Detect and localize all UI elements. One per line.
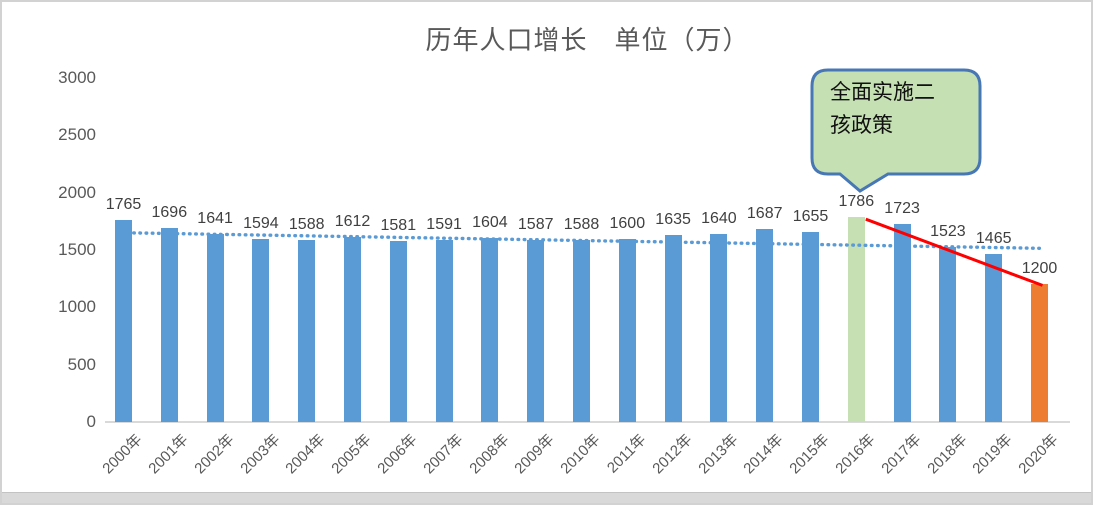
x-tick-2016: 2016年 xyxy=(832,431,879,478)
x-tick-2018: 2018年 xyxy=(923,431,971,478)
value-label-2020: 1200 xyxy=(1021,260,1058,278)
bar-2003 xyxy=(252,239,270,422)
bar-2000 xyxy=(115,219,132,422)
bar-2018 xyxy=(939,247,957,422)
x-tick-2014: 2014年 xyxy=(740,431,787,478)
x-tick-2019: 2019年 xyxy=(969,431,1016,478)
bar-2014 xyxy=(756,228,774,422)
value-label-2008: 1604 xyxy=(472,214,508,232)
bar-2001 xyxy=(160,227,178,422)
value-label-2000: 1765 xyxy=(105,195,142,213)
callout-text: 全面实施二 孩政策 xyxy=(830,76,980,142)
bar-2012 xyxy=(664,234,682,422)
bar-2015 xyxy=(802,232,819,422)
bar-2011 xyxy=(618,238,636,422)
bar-2013 xyxy=(710,233,728,422)
value-label-2017: 1723 xyxy=(884,200,920,218)
x-tick-2003: 2003年 xyxy=(236,431,284,478)
bar-2006 xyxy=(389,240,407,422)
x-tick-2006: 2006年 xyxy=(374,431,421,478)
y-tick-0: 0 xyxy=(86,412,96,431)
chart-title: 历年人口增长 单位（万） xyxy=(425,26,750,55)
bar-2016 xyxy=(847,217,865,422)
x-tick-2012: 2012年 xyxy=(649,431,696,478)
bar-2005 xyxy=(344,237,361,422)
y-tick-2000: 2000 xyxy=(58,182,96,202)
x-tick-2007: 2007年 xyxy=(420,431,467,478)
value-label-2007: 1591 xyxy=(426,215,462,233)
x-tick-2009: 2009年 xyxy=(511,431,558,478)
x-tick-2020: 2020年 xyxy=(1015,431,1062,478)
value-label-2016: 1786 xyxy=(838,193,875,211)
x-tick-2001: 2001年 xyxy=(145,431,192,478)
value-label-2015: 1655 xyxy=(792,208,829,226)
value-label-2005: 1612 xyxy=(334,213,371,231)
bottom-strip xyxy=(2,492,1091,503)
value-label-2011: 1600 xyxy=(609,214,646,232)
value-label-2009: 1587 xyxy=(517,216,554,234)
x-tick-2004: 2004年 xyxy=(282,431,329,478)
bar-2017 xyxy=(893,224,911,422)
bar-2020 xyxy=(1031,284,1048,422)
value-label-2014: 1687 xyxy=(746,204,783,222)
value-label-2010: 1588 xyxy=(563,215,600,233)
y-tick-500: 500 xyxy=(67,354,96,374)
bar-2009 xyxy=(527,240,545,422)
bar-2008 xyxy=(481,238,499,422)
y-tick-2500: 2500 xyxy=(58,125,96,145)
x-tick-2015: 2015年 xyxy=(786,431,833,478)
y-tick-1500: 1500 xyxy=(58,240,96,259)
bar-2002 xyxy=(206,233,224,422)
x-tick-2002: 2002年 xyxy=(191,431,238,478)
x-tick-2000: 2000年 xyxy=(99,431,146,478)
y-tick-1000: 1000 xyxy=(58,297,96,317)
value-label-2019: 1465 xyxy=(975,230,1012,247)
x-tick-2011: 2011年 xyxy=(604,431,650,477)
value-label-2003: 1594 xyxy=(243,215,279,233)
bar-2007 xyxy=(435,239,453,422)
x-tick-2005: 2005年 xyxy=(328,431,375,478)
callout-text-line2: 孩政策 xyxy=(830,113,893,137)
x-tick-2010: 2010年 xyxy=(557,431,604,478)
value-label-2001: 1696 xyxy=(151,203,188,221)
y-tick-3000: 3000 xyxy=(58,68,96,87)
value-label-2013: 1640 xyxy=(701,209,737,227)
x-tick-2008: 2008年 xyxy=(465,431,513,478)
callout-text-line1: 全面实施二 xyxy=(830,80,935,104)
value-label-2012: 1635 xyxy=(655,210,691,228)
value-label-2006: 1581 xyxy=(380,216,417,234)
bar-2004 xyxy=(298,239,316,422)
x-tick-2013: 2013年 xyxy=(694,431,742,478)
bar-2010 xyxy=(573,239,590,422)
x-tick-2017: 2017年 xyxy=(878,431,925,478)
x-axis-line xyxy=(105,421,1070,423)
value-label-2002: 1641 xyxy=(197,209,233,227)
value-label-2004: 1588 xyxy=(288,215,325,233)
bar-2019 xyxy=(985,254,1003,422)
